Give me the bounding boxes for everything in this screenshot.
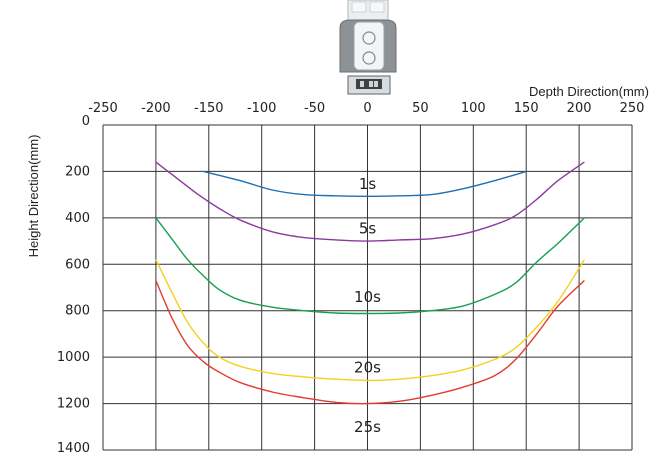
y-tick-label: 600 (65, 257, 90, 272)
x-tick-label: 100 (461, 101, 486, 116)
series-label-25s: 25s (354, 418, 381, 436)
y-tick-label: 400 (65, 211, 90, 226)
series-line-1s (203, 170, 527, 198)
y-tick-label: 1000 (57, 350, 90, 365)
series-label-10s: 10s (354, 288, 381, 306)
x-tick-label: 150 (514, 101, 539, 116)
series-line-20s (155, 259, 585, 382)
y-tick-label: 1200 (57, 397, 90, 412)
y-tick-label: 800 (65, 304, 90, 319)
series-line-25s (155, 279, 585, 405)
series-lines (155, 161, 585, 405)
series-line-10s (155, 217, 585, 315)
x-axis-title: Depth Direction(mm) (529, 84, 649, 99)
series-label-20s: 20s (354, 359, 381, 377)
series-label-5s: 5s (359, 219, 377, 237)
x-tick-label: 50 (412, 101, 429, 116)
series-labels: 1s 5s 10s 20s 25s (354, 175, 381, 436)
x-tick-label: -250 (88, 101, 118, 116)
y-axis-title: Height Direction(mm) (26, 135, 41, 258)
y-tick-label: 1400 (57, 441, 90, 455)
x-tick-label: -100 (247, 101, 277, 116)
y-tick-label: 200 (65, 164, 90, 179)
x-tick-label: 250 (620, 101, 645, 116)
series-label-1s: 1s (359, 175, 377, 193)
x-tick-label: -200 (141, 101, 171, 116)
x-tick-label: -50 (304, 101, 325, 116)
x-tick-label: -150 (194, 101, 224, 116)
x-tick-label: 200 (567, 101, 592, 116)
y-tick-label: 0 (82, 114, 90, 129)
robot-illustration (339, 0, 397, 95)
x-tick-label: 0 (363, 101, 371, 116)
x-axis-ticks: -250 -200 -150 -100 -50 0 50 100 150 200 250 (88, 101, 644, 116)
y-axis-ticks: 0 200 400 600 800 1000 1200 1400 (57, 114, 90, 455)
series-line-5s (155, 161, 585, 242)
